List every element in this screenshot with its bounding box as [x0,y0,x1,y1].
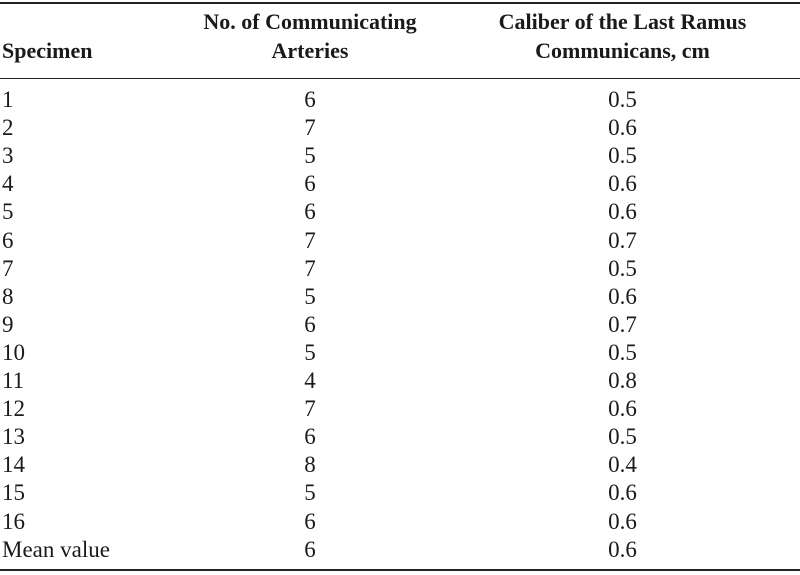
table-cell: 0.5 [608,424,637,450]
table-cell: 12 [2,396,25,422]
table-cell: 7 [304,396,316,422]
table-cell: 0.5 [608,143,637,169]
table-cell: 0.6 [608,283,637,309]
table-cell: 0.6 [608,480,637,506]
table-cell: 0.5 [608,87,637,112]
header-cell: Communicans, cm [535,38,710,63]
table-cell: 14 [2,452,25,478]
header-rule [0,78,800,79]
table-cell: 7 [304,227,316,253]
table-cell: 0.7 [608,311,637,337]
table-cell: 0.5 [608,255,637,281]
table-cell: 6 [2,227,14,253]
table-cell: 2 [2,115,14,141]
bottom-rule [0,569,800,571]
header-cell: Specimen [2,38,93,63]
table-cell: 10 [2,339,25,365]
table-cell: 6 [304,424,316,450]
table-cell: 6 [304,311,316,337]
table-cell: 16 [2,508,25,534]
table-cell: 0.8 [608,368,637,393]
table-cell: 5 [2,199,14,225]
table-cell: 6 [304,171,316,197]
table-cell: 0.7 [608,227,637,253]
table-cell: 0.5 [608,339,637,365]
table-cell: 0.6 [608,115,637,141]
table-cell: 4 [2,171,14,197]
header-cell: Arteries [271,38,349,63]
table-cell: 6 [304,536,316,562]
table-cell: 4 [304,368,316,393]
table-cell: 8 [304,452,316,478]
table-cell: 6 [304,508,316,534]
table-cell: 9 [2,311,14,337]
table-cell: 0.6 [608,199,637,225]
table-cell: 5 [304,480,316,506]
table-cell: Mean value [2,536,110,562]
table-cell: 3 [2,143,14,169]
table-cell: 0.6 [608,396,637,422]
header-cell: No. of Communicating [203,9,417,34]
table-cell: 8 [2,283,14,309]
table-cell: 1 [2,87,14,112]
table-cell: 11 [2,368,25,393]
top-rule [0,2,800,4]
table-cell: 0.6 [608,171,637,197]
table-cell: 0.4 [608,452,637,478]
header-cell: Caliber of the Last Ramus [498,9,747,34]
table-cell: 7 [304,255,316,281]
table-cell: 5 [304,339,316,365]
table-cell: 7 [2,255,14,281]
table-cell: 15 [2,480,25,506]
table-cell: 5 [304,143,316,169]
table-cell: 6 [304,199,316,225]
table-cell: 6 [304,87,316,112]
table-cell: 5 [304,283,316,309]
table-cell: 0.6 [608,508,637,534]
table-cell: 13 [2,424,25,450]
table-cell: 0.6 [608,536,637,562]
table-cell: 7 [304,115,316,141]
